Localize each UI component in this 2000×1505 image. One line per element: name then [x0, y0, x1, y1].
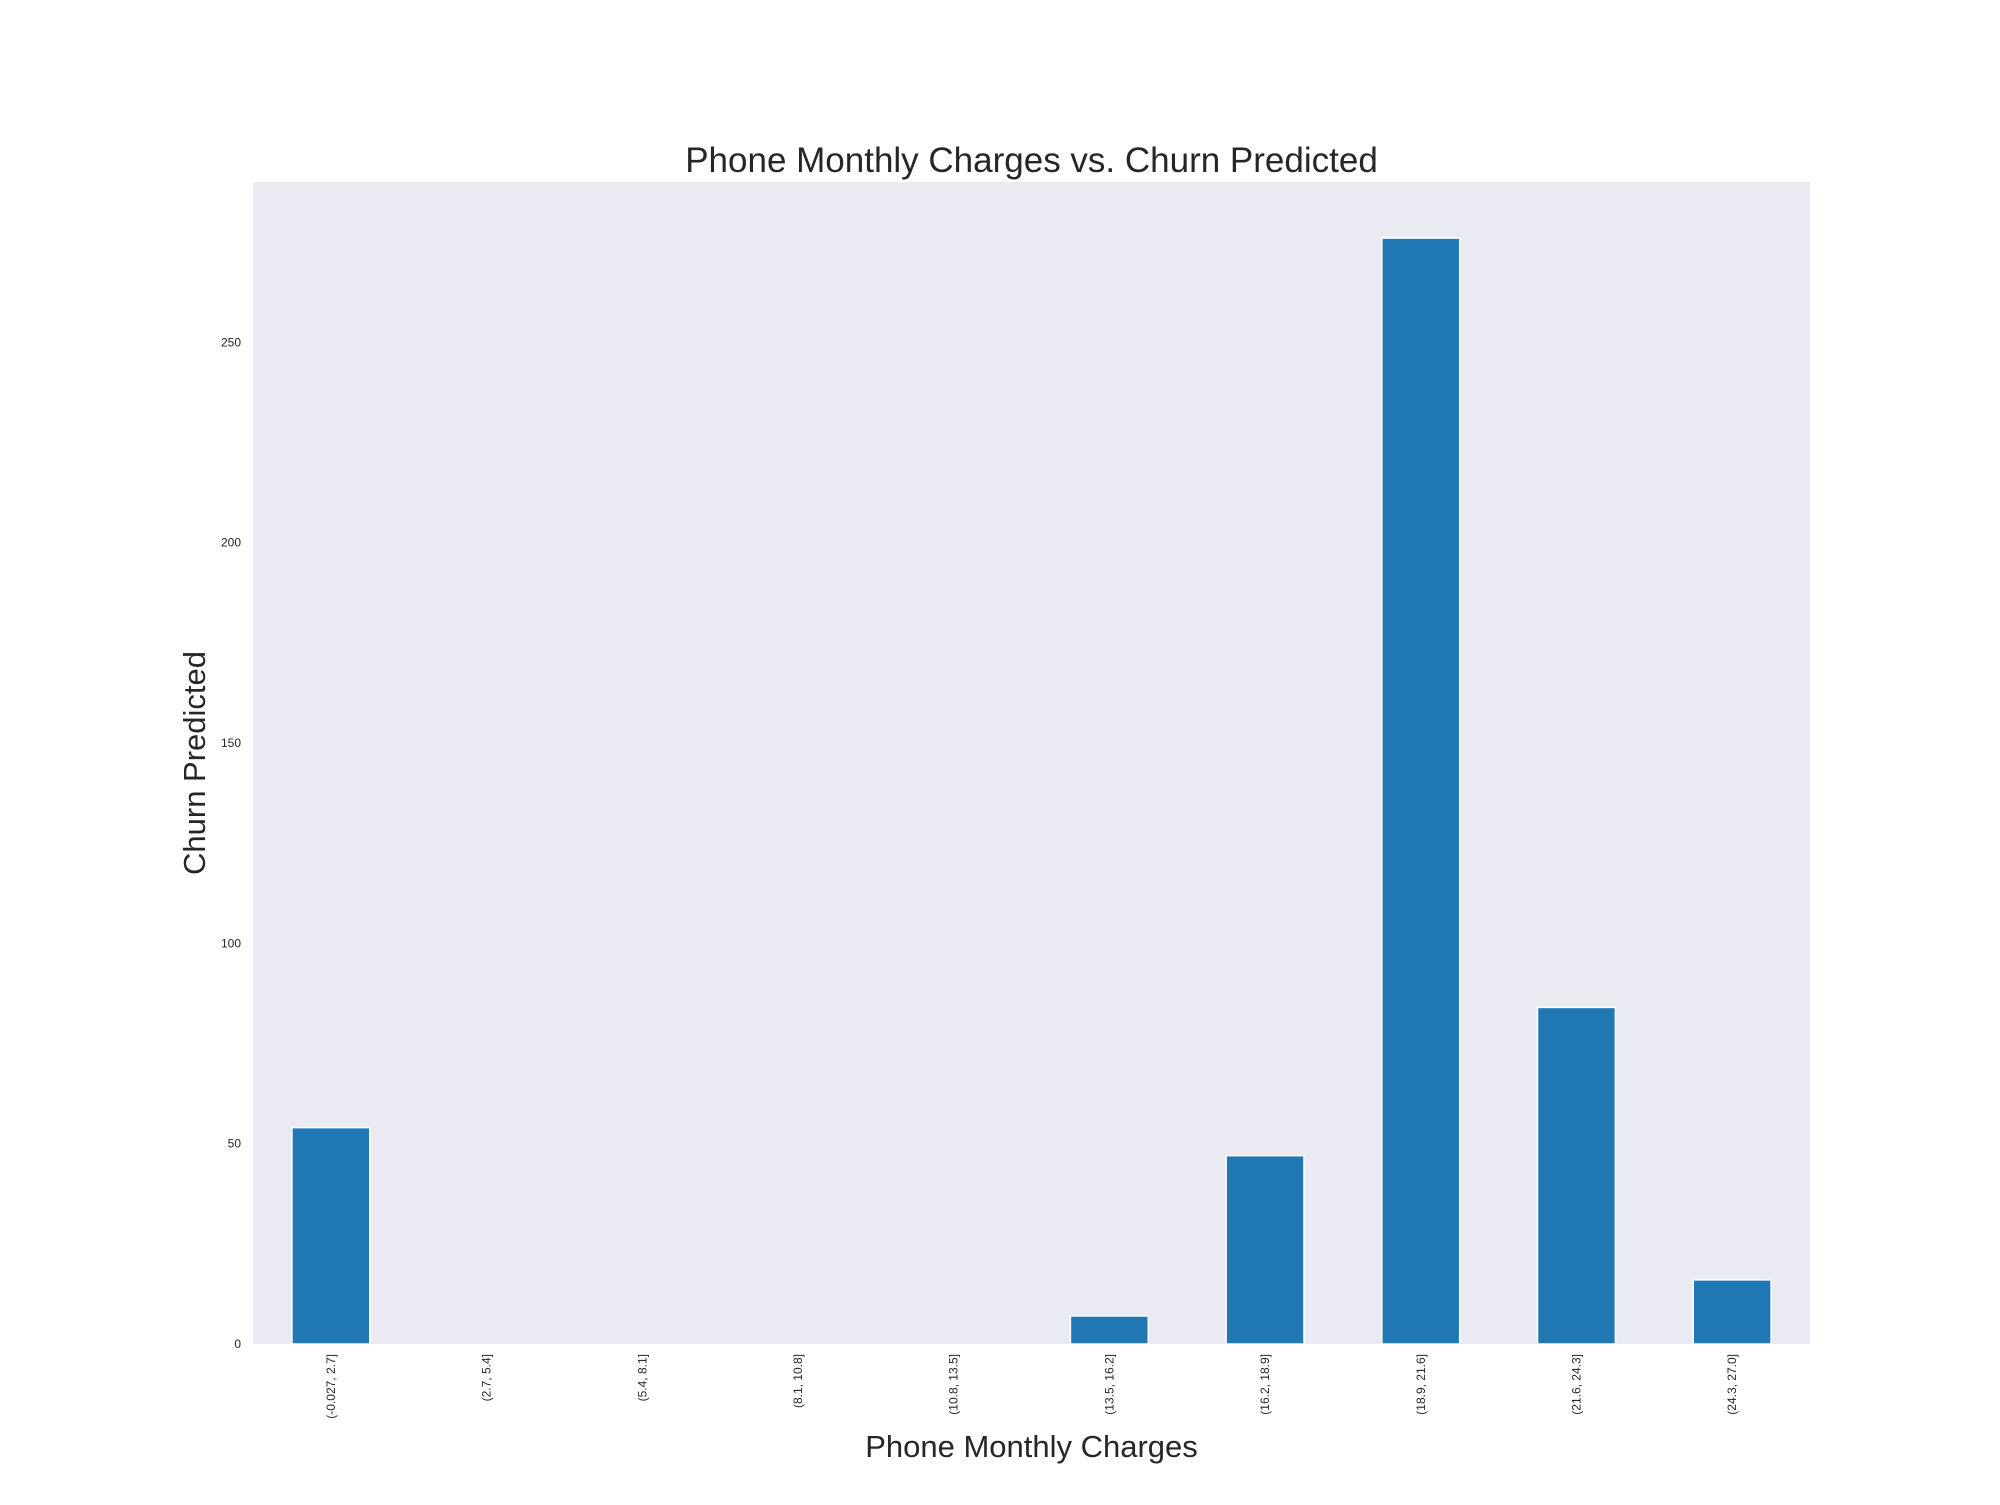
bar-7	[1381, 237, 1461, 1345]
y-tick-label: 250	[221, 335, 241, 349]
y-tick-label: 50	[228, 1137, 242, 1151]
bar-0	[291, 1126, 371, 1345]
bars-group	[291, 237, 1772, 1345]
x-tick-label: (18.9, 21.6]	[1414, 1354, 1428, 1415]
y-tick-label: 150	[221, 736, 241, 750]
bar-6	[1225, 1154, 1305, 1345]
y-tick-label: 0	[234, 1337, 241, 1351]
x-tick-label: (21.6, 24.3]	[1569, 1354, 1583, 1415]
y-tick-label: 100	[221, 936, 241, 950]
chart-title: Phone Monthly Charges vs. Churn Predicte…	[685, 141, 1378, 180]
y-axis-label: Churn Predicted	[177, 651, 212, 875]
y-ticks-group: 0 50 100 150 200 250	[221, 335, 241, 1351]
x-tick-label: (8.1, 10.8]	[791, 1354, 805, 1408]
bar-9	[1692, 1279, 1772, 1345]
x-tick-label: (16.2, 18.9]	[1258, 1354, 1272, 1415]
x-ticks-group: (-0.027, 2.7] (2.7, 5.4] (5.4, 8.1] (8.1, 1…	[324, 1354, 1739, 1419]
x-tick-label: (13.5, 16.2]	[1102, 1354, 1116, 1415]
x-axis-label: Phone Monthly Charges	[865, 1429, 1198, 1464]
y-tick-label: 200	[221, 536, 241, 550]
x-tick-label: (-0.027, 2.7]	[324, 1354, 338, 1419]
x-tick-label: (2.7, 5.4]	[480, 1354, 494, 1401]
x-tick-label: (10.8, 13.5]	[947, 1354, 961, 1415]
x-tick-label: (24.3, 27.0]	[1725, 1354, 1739, 1415]
bar-5	[1069, 1315, 1150, 1345]
bar-8	[1536, 1006, 1617, 1345]
x-tick-label: (5.4, 8.1]	[635, 1354, 649, 1401]
